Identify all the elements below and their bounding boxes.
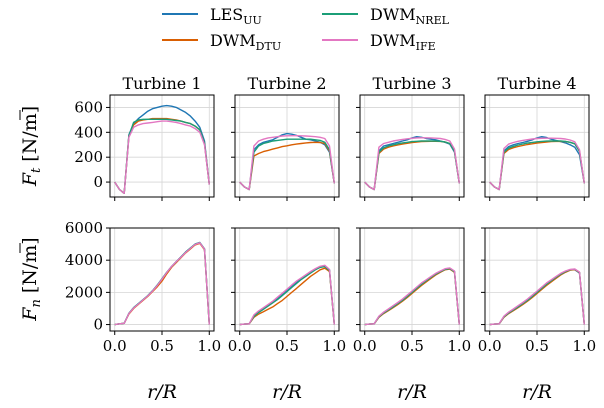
x-axis-label: r/R	[397, 381, 427, 403]
panel-5: 0 2000 4000 6000 0.0 0.5 1.0	[65, 219, 221, 355]
series-line-dwm-ife	[364, 137, 460, 191]
y-axis-labels: Ft [N/m] Fn [N/m]	[19, 106, 44, 322]
legend-subscript: UU	[243, 14, 262, 27]
series-line-dwm-dtu	[239, 267, 335, 326]
y-tick-label: 400	[74, 123, 103, 141]
x-tick-label: 0.5	[275, 337, 299, 355]
panels: 0 200 400 600 Turbine 1 Turbine 2 Turbine 3 Tur…	[65, 74, 596, 355]
legend-name: DWM	[370, 5, 416, 24]
y-symbol: F	[19, 172, 41, 187]
panel-3: Turbine 3	[356, 74, 465, 201]
y-unit: [N/m]	[19, 237, 41, 293]
y-unit: [N/m]	[19, 106, 41, 162]
series-line-dwm-ife	[489, 137, 585, 191]
x-tick-label: 0.0	[228, 337, 252, 355]
panel-title: Turbine 4	[497, 74, 576, 93]
legend-subscript: DTU	[256, 40, 281, 53]
x-tick-label: 0.0	[478, 337, 502, 355]
y-tick-label: 6000	[65, 219, 103, 237]
panel-1: 0 200 400 600 Turbine 1	[74, 74, 215, 201]
series-line-dwm-nrel	[114, 118, 210, 195]
x-tick-label: 0.5	[150, 337, 174, 355]
x-tick-label: 0.5	[400, 337, 424, 355]
x-tick-label: 1.0	[447, 337, 471, 355]
y-tick-label: 0	[93, 173, 103, 191]
legend-name: DWM	[210, 31, 256, 50]
series-line-dwm-nrel	[239, 265, 335, 326]
legend-label: LESUU	[210, 5, 262, 27]
legend-name: DWM	[370, 31, 416, 50]
x-axis-label: r/R	[147, 381, 177, 403]
series-line-dwm-ife	[114, 242, 210, 326]
legend-subscript: NREL	[416, 14, 450, 27]
panel-title: Turbine 1	[122, 74, 201, 93]
legend-label: DWMNREL	[370, 5, 450, 27]
y-subscript: n	[29, 299, 44, 307]
series-line-dwm-ife	[114, 120, 210, 195]
x-tick-label: 1.0	[572, 337, 596, 355]
legend-label: DWMDTU	[210, 31, 281, 53]
series-line-dwm-nrel	[239, 138, 335, 191]
panel-title: Turbine 3	[372, 74, 451, 93]
x-tick-label: 1.0	[197, 337, 221, 355]
series-line-dwm-dtu	[239, 141, 335, 191]
legend-label: DWMIFE	[370, 31, 436, 53]
panel-title: Turbine 2	[247, 74, 326, 93]
panel-7: 0.0 0.5 1.0	[353, 227, 471, 355]
x-axis-labels: r/R r/R r/R r/R	[147, 381, 552, 403]
y-tick-label: 2000	[65, 283, 103, 301]
y-tick-label: 600	[74, 98, 103, 116]
legend-subscript: IFE	[416, 40, 436, 53]
series-line-dwm-nrel	[364, 140, 460, 191]
y-axis-label-top: Ft [N/m]	[19, 106, 44, 187]
x-tick-label: 0.5	[525, 337, 549, 355]
panel-4: Turbine 4	[481, 74, 590, 201]
y-tick-label: 0	[93, 316, 103, 334]
x-tick-label: 0.0	[103, 337, 127, 355]
x-tick-label: 1.0	[322, 337, 346, 355]
series-line-dwm-ife	[364, 267, 460, 326]
series-line-dwm-ife	[489, 268, 585, 326]
panel-6: 0.0 0.5 1.0	[228, 227, 346, 355]
y-subscript: t	[29, 167, 44, 173]
y-symbol: F	[19, 307, 41, 322]
x-axis-label: r/R	[522, 381, 552, 403]
y-tick-label: 200	[74, 148, 103, 166]
series-line-dwm-ife	[239, 134, 335, 191]
x-axis-label: r/R	[272, 381, 302, 403]
panel-8: 0.0 0.5 1.0	[478, 227, 596, 355]
series-line-dwm-nrel	[489, 140, 585, 191]
series-line-dwm-ife	[239, 264, 335, 326]
x-tick-label: 0.0	[353, 337, 377, 355]
y-axis-label-bottom: Fn [N/m]	[19, 237, 44, 321]
panel-2: Turbine 2	[231, 74, 340, 201]
legend-name: LES	[210, 5, 243, 24]
y-tick-label: 4000	[65, 251, 103, 269]
